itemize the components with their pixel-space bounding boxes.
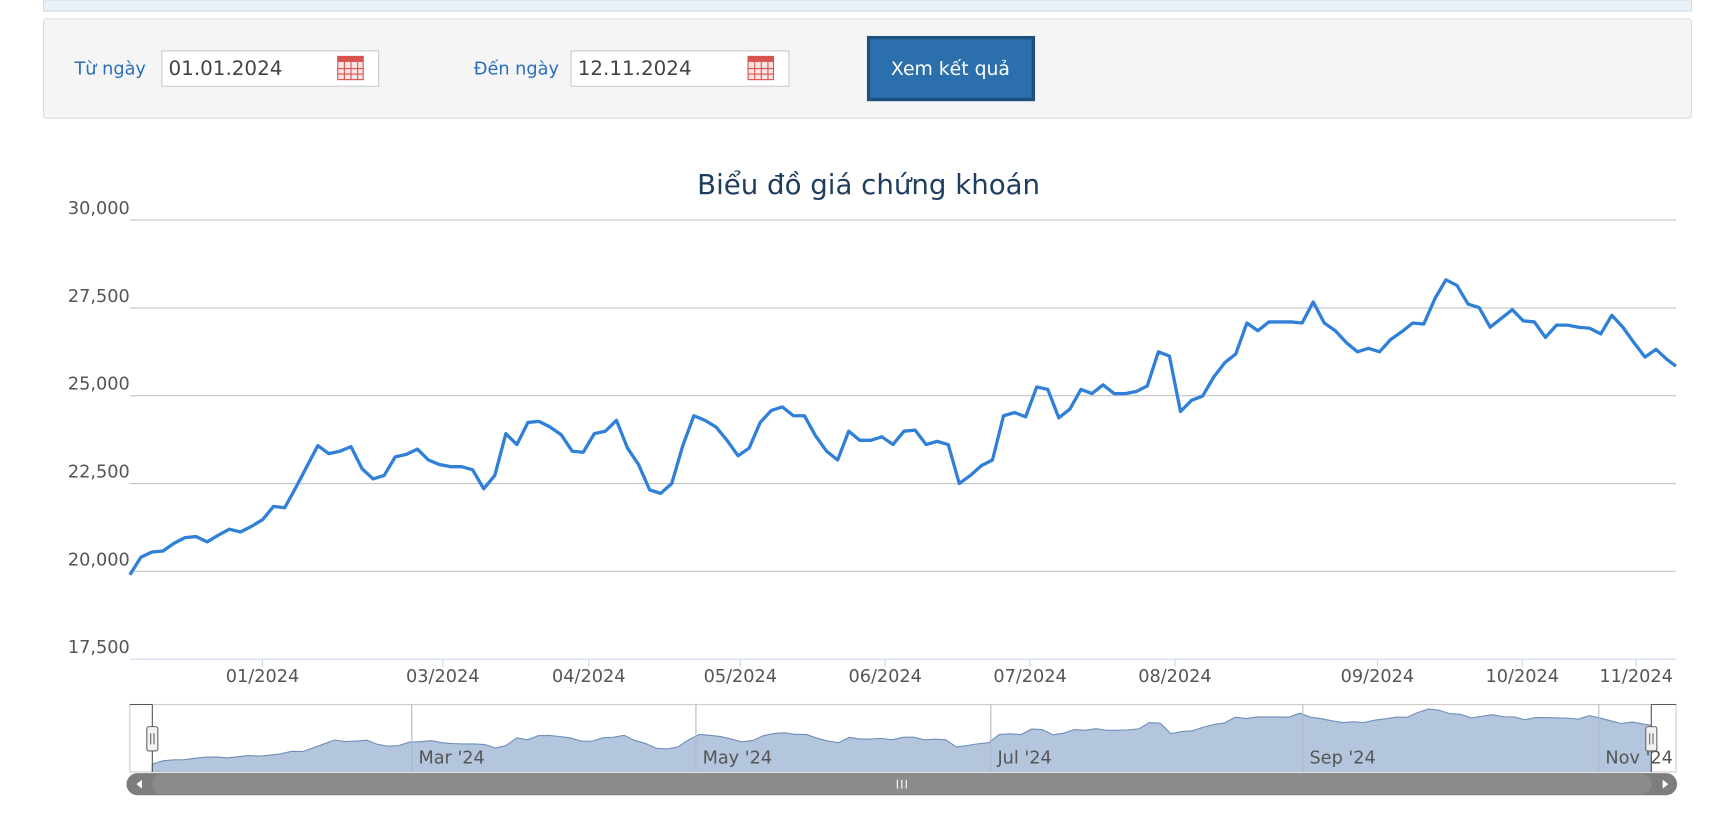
calendar-icon[interactable]: [337, 55, 364, 81]
x-tick-label: 05/2024: [704, 667, 777, 687]
navigator-handle[interactable]: [146, 726, 159, 752]
calendar-icon[interactable]: [747, 55, 775, 81]
x-tick-label: 10/2024: [1485, 667, 1558, 687]
x-tick-label: 08/2024: [1138, 667, 1211, 687]
to-label: Đến ngày: [474, 59, 559, 80]
y-tick-label: 30,000: [68, 199, 130, 219]
navigator-frame: [129, 703, 1677, 773]
x-tick-label: 11/2024: [1599, 667, 1672, 687]
y-tick-label: 25,000: [68, 375, 130, 395]
chart-title: Biểu đồ giá chứng khoán: [697, 168, 1040, 201]
to-value: 12.11.2024: [578, 57, 692, 80]
y-tick-label: 22,500: [68, 462, 130, 482]
y-tick-label: 20,000: [68, 550, 130, 570]
x-tick-label: 01/2024: [226, 667, 299, 687]
submit-button[interactable]: [866, 35, 1036, 102]
y-tick-label: 17,500: [68, 638, 130, 658]
x-tick-label: 06/2024: [848, 667, 921, 687]
scrollbar[interactable]: [126, 773, 1678, 796]
navigator-label: Sep '24: [1309, 749, 1375, 769]
navigator-label: Nov '24: [1605, 749, 1673, 769]
x-tick-label: 04/2024: [552, 667, 625, 687]
top-bar: [42, 0, 1693, 12]
from-label: Từ ngày: [74, 60, 146, 80]
handle-grip: [1649, 733, 1654, 745]
navigator-label: May '24: [703, 749, 773, 769]
price-line: [128, 278, 1677, 576]
handle-grip: [150, 733, 155, 745]
y-tick-label: 27,500: [68, 287, 130, 307]
navigator-area: [151, 708, 1652, 773]
from-value: 01.01.2024: [169, 57, 283, 80]
button-label: Xem kết quả: [891, 58, 1010, 80]
navigator-handle[interactable]: [1645, 726, 1658, 752]
x-tick-label: 07/2024: [993, 667, 1066, 687]
navigator-label: Jul '24: [996, 749, 1051, 769]
x-tick-label: 09/2024: [1341, 667, 1414, 687]
x-tick-label: 03/2024: [406, 667, 479, 687]
navigator-label: Mar '24: [418, 749, 484, 769]
